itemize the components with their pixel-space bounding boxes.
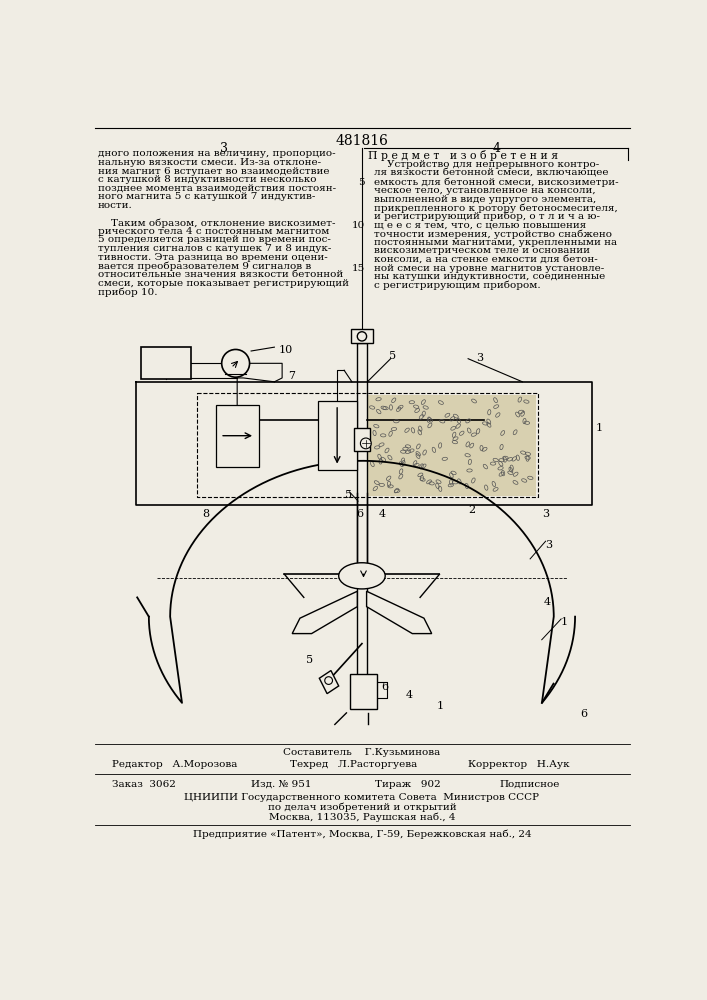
Bar (141, 347, 192, 379)
Bar (351, 329, 373, 343)
Text: 1: 1 (561, 617, 568, 627)
Polygon shape (367, 591, 432, 634)
Text: ческое тело, установленное на консоли,: ческое тело, установленное на консоли, (373, 186, 595, 195)
Text: относительные значения вязкости бетонной: относительные значения вязкости бетонной (98, 270, 343, 279)
Text: вискозиметрическом теле и основании: вискозиметрическом теле и основании (373, 246, 590, 255)
Text: 6: 6 (381, 682, 388, 692)
Text: ния магнит 6 вступает во взаимодействие: ния магнит 6 вступает во взаимодействие (98, 167, 329, 176)
Text: Заказ  3062: Заказ 3062 (112, 780, 175, 789)
Text: 7: 7 (288, 371, 296, 381)
Text: 481816: 481816 (336, 134, 388, 148)
Bar (216, 405, 259, 467)
Text: ности.: ности. (98, 201, 132, 210)
Text: Тираж   902: Тираж 902 (375, 780, 441, 789)
Text: 1: 1 (596, 423, 603, 433)
Text: точности измерения, устройство снабжено: точности измерения, устройство снабжено (373, 229, 612, 239)
Text: 10: 10 (352, 221, 365, 230)
Text: 10: 10 (279, 345, 293, 355)
Text: Предприятие «Патент», Москва, Г-59, Бережковская наб., 24: Предприятие «Патент», Москва, Г-59, Бере… (192, 829, 531, 839)
Text: Редактор   А.Морозова: Редактор А.Морозова (112, 760, 237, 769)
Text: с регистрирующим прибором.: с регистрирующим прибором. (373, 281, 540, 290)
Text: 8: 8 (203, 509, 210, 519)
Text: 3: 3 (220, 142, 228, 155)
Ellipse shape (339, 563, 385, 589)
Text: ля вязкости бетонной смеси, включающее: ля вязкости бетонной смеси, включающее (373, 169, 608, 178)
Text: выполненной в виде упругого элемента,: выполненной в виде упругого элемента, (373, 195, 596, 204)
Text: тупления сигналов с катушек 7 и 8 индук-: тупления сигналов с катушек 7 и 8 индук- (98, 244, 331, 253)
Circle shape (361, 438, 371, 449)
Text: 2: 2 (468, 505, 475, 515)
Text: ны катушки индуктивности, соединенные: ны катушки индуктивности, соединенные (373, 272, 604, 281)
Text: Москва, 113035, Раушская наб., 4: Москва, 113035, Раушская наб., 4 (269, 813, 455, 822)
Text: вается преобразователем 9 сигналов в: вается преобразователем 9 сигналов в (98, 261, 311, 271)
Text: 4: 4 (379, 509, 386, 519)
Polygon shape (368, 395, 537, 496)
Text: 5 определяется разницей по времени пос-: 5 определяется разницей по времени пос- (98, 235, 331, 244)
Text: 6: 6 (356, 509, 363, 519)
Text: 9: 9 (161, 356, 170, 370)
Text: консоли, а на стенке емкости для бетон-: консоли, а на стенке емкости для бетон- (373, 255, 597, 264)
Text: дного положения на величину, пропорцио-: дного положения на величину, пропорцио- (98, 149, 335, 158)
Text: смеси, которые показывает регистрирующий: смеси, которые показывает регистрирующий (98, 279, 349, 288)
Polygon shape (320, 671, 339, 694)
Text: 4: 4 (544, 597, 551, 607)
Text: Составитель    Г.Кузьминова: Составитель Г.Кузьминова (284, 748, 440, 757)
Circle shape (357, 332, 367, 341)
Text: Корректор   Н.Аук: Корректор Н.Аук (468, 760, 570, 769)
Text: 3: 3 (476, 353, 483, 363)
Text: 1: 1 (437, 701, 444, 711)
Text: 4: 4 (493, 142, 501, 155)
Text: Изд. № 951: Изд. № 951 (251, 780, 312, 789)
Text: с катушкой 8 индуктивности несколько: с катушкой 8 индуктивности несколько (98, 175, 316, 184)
Text: ЦНИИПИ Государственного комитета Совета  Министров СССР: ЦНИИПИ Государственного комитета Совета … (185, 793, 539, 802)
Polygon shape (292, 591, 357, 634)
Text: нальную вязкости смеси. Из-за отклоне-: нальную вязкости смеси. Из-за отклоне- (98, 158, 321, 167)
Text: П р е д м е т   и з о б р е т е н и я: П р е д м е т и з о б р е т е н и я (368, 150, 559, 161)
Text: ного магнита 5 с катушкой 7 индуктив-: ного магнита 5 с катушкой 7 индуктив- (98, 192, 315, 201)
Text: 3: 3 (542, 509, 549, 519)
Text: щ е е с я тем, что, с целью повышения: щ е е с я тем, что, с целью повышения (373, 220, 586, 229)
Text: 5: 5 (306, 655, 313, 665)
Text: 6: 6 (580, 709, 588, 719)
Text: прикрепленного к ротору бетоносмесителя,: прикрепленного к ротору бетоносмесителя, (373, 203, 617, 213)
Text: по делач изобретений и открытий: по делач изобретений и открытий (268, 803, 456, 812)
Text: прибор 10.: прибор 10. (98, 287, 157, 297)
Text: 5: 5 (345, 490, 352, 500)
Text: позднее момента взаимодействия постоян-: позднее момента взаимодействия постоян- (98, 184, 336, 193)
Text: 3: 3 (546, 540, 553, 550)
Text: Таким образом, отклонение вискозимет-: Таким образом, отклонение вискозимет- (98, 218, 335, 228)
Text: емкость для бетонной смеси, вискозиметри-: емкость для бетонной смеси, вискозиметри… (373, 177, 618, 187)
Bar (317, 401, 356, 470)
Text: 4: 4 (406, 690, 414, 700)
Circle shape (325, 677, 332, 684)
Bar (354, 428, 370, 451)
Text: Подписное: Подписное (499, 780, 559, 789)
Text: Техред   Л.Расторгуева: Техред Л.Расторгуева (290, 760, 417, 769)
Circle shape (222, 349, 250, 377)
Text: тивности. Эта разница во времени оцени-: тивности. Эта разница во времени оцени- (98, 253, 327, 262)
Text: и регистрирующий прибор, о т л и ч а ю-: и регистрирующий прибор, о т л и ч а ю- (373, 212, 600, 221)
Text: рического тела 4 с постоянным магнитом: рического тела 4 с постоянным магнитом (98, 227, 329, 236)
Text: 5: 5 (358, 178, 365, 187)
Text: постоянными магнитами, укрепленными на: постоянными магнитами, укрепленными на (373, 238, 617, 247)
Text: 5: 5 (389, 351, 396, 361)
Text: ной смеси на уровне магнитов установле-: ной смеси на уровне магнитов установле- (373, 264, 604, 273)
Text: Устройство для непрерывного контро-: Устройство для непрерывного контро- (373, 160, 599, 169)
Text: 15: 15 (352, 264, 365, 273)
Bar (351, 674, 378, 709)
